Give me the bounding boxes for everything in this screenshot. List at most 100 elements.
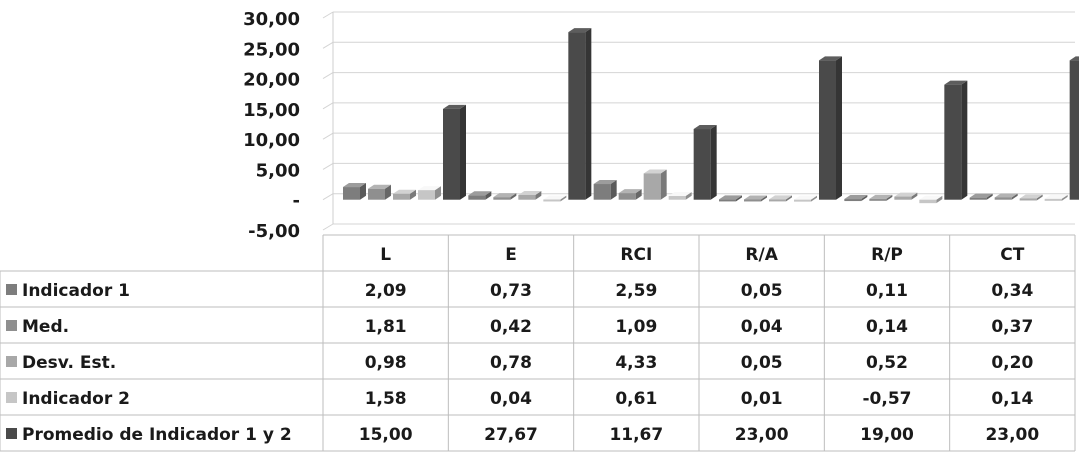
- bar-side: [685, 192, 692, 200]
- bar-side: [610, 180, 617, 200]
- bar-top: [668, 192, 692, 197]
- bar-top: [368, 184, 391, 189]
- data-label: 27,67: [484, 425, 538, 445]
- bar-ct-0: [969, 193, 993, 200]
- legend-label: Promedio de Indicador 1 y 2: [22, 425, 292, 445]
- bar-e-0: [468, 191, 492, 200]
- bar: [969, 197, 987, 200]
- bar: [869, 198, 887, 201]
- gridline-depth: [322, 11, 334, 19]
- bar: [668, 196, 686, 200]
- data-label: 0,73: [490, 281, 532, 301]
- bar-top: [919, 195, 943, 200]
- bar-top: [994, 193, 1018, 198]
- data-label: 23,00: [735, 425, 789, 445]
- legend-label: Desv. Est.: [22, 353, 116, 373]
- bar-side: [1061, 194, 1068, 201]
- bar-side: [485, 191, 492, 200]
- bar: [518, 194, 536, 200]
- x-tick-label: R/P: [871, 245, 903, 265]
- bar: [618, 193, 636, 200]
- bar-side: [510, 193, 517, 200]
- legend-key: [6, 392, 17, 403]
- data-label: 0,42: [490, 317, 532, 337]
- y-tick-label: 25,00: [243, 39, 300, 60]
- bar: [418, 190, 435, 200]
- bar-r-a-4: [819, 56, 842, 200]
- bar: [719, 199, 736, 202]
- bar-side: [861, 195, 868, 202]
- gridline-depth: [322, 72, 334, 80]
- bar-top: [618, 189, 642, 194]
- bar-r-p-2: [894, 192, 918, 200]
- bar-side: [1011, 193, 1018, 200]
- bar-side: [961, 80, 968, 200]
- legend-label: Indicador 2: [22, 389, 130, 409]
- bar-side: [410, 189, 416, 200]
- legend-key: [6, 356, 17, 367]
- data-label: 2,09: [365, 281, 407, 301]
- bar: [568, 32, 586, 200]
- bar-top: [518, 190, 542, 195]
- bar: [944, 84, 962, 200]
- bar-side: [535, 190, 542, 200]
- x-tick-label: L: [380, 245, 391, 265]
- bar-ct-1: [994, 193, 1018, 200]
- bar-e-2: [518, 190, 542, 200]
- bar-side: [811, 195, 817, 202]
- bar-top: [393, 189, 416, 194]
- bar: [919, 199, 937, 204]
- bar: [1019, 198, 1037, 201]
- y-tick-label: 15,00: [243, 100, 300, 121]
- y-tick-label: 10,00: [243, 130, 300, 151]
- bar-rci-1: [618, 189, 642, 200]
- y-tick-label: 5,00: [256, 160, 300, 181]
- bar-l-2: [393, 189, 416, 200]
- data-label: -0,57: [863, 389, 912, 409]
- bar-top: [969, 193, 993, 198]
- bar-r-p-4: [944, 80, 968, 200]
- bar-rci-2: [643, 169, 667, 200]
- data-label: 0,98: [365, 353, 407, 373]
- bar-side: [560, 195, 567, 202]
- bar: [844, 199, 862, 202]
- bar-top: [1044, 194, 1068, 199]
- x-tick-label: RCI: [620, 245, 652, 265]
- data-label: 11,67: [609, 425, 663, 445]
- bar-l-3: [418, 186, 441, 200]
- data-label: 0,34: [991, 281, 1033, 301]
- bar: [493, 197, 511, 200]
- bar-side: [660, 169, 667, 200]
- bar-side: [710, 125, 717, 200]
- bar: [443, 108, 460, 200]
- bar: [693, 129, 711, 200]
- data-label: 0,14: [991, 389, 1033, 409]
- bar: [994, 197, 1012, 200]
- bar-r-a-3: [794, 195, 817, 202]
- bar-top: [493, 193, 517, 198]
- bar-top: [418, 186, 441, 191]
- bar-side: [360, 183, 366, 200]
- legend-key: [6, 320, 17, 331]
- gridline-depth: [322, 162, 334, 170]
- y-tick-label: -: [293, 191, 300, 212]
- data-label: 15,00: [359, 425, 413, 445]
- gridline-depth: [322, 41, 334, 49]
- legend-key: [6, 428, 17, 439]
- bar-r-a-1: [744, 195, 767, 202]
- bar-r-p-3: [919, 195, 943, 204]
- bar-top: [869, 194, 893, 199]
- bar: [543, 199, 561, 202]
- bar-top: [343, 183, 366, 188]
- bar-r-a-0: [719, 195, 742, 202]
- bar-side: [886, 194, 893, 201]
- bar-side: [736, 195, 742, 202]
- bar-top: [643, 169, 667, 174]
- bar: [368, 188, 385, 200]
- bar: [894, 196, 912, 200]
- bar-top: [894, 192, 918, 197]
- bar-side: [761, 195, 767, 202]
- gridline-depth: [322, 193, 334, 201]
